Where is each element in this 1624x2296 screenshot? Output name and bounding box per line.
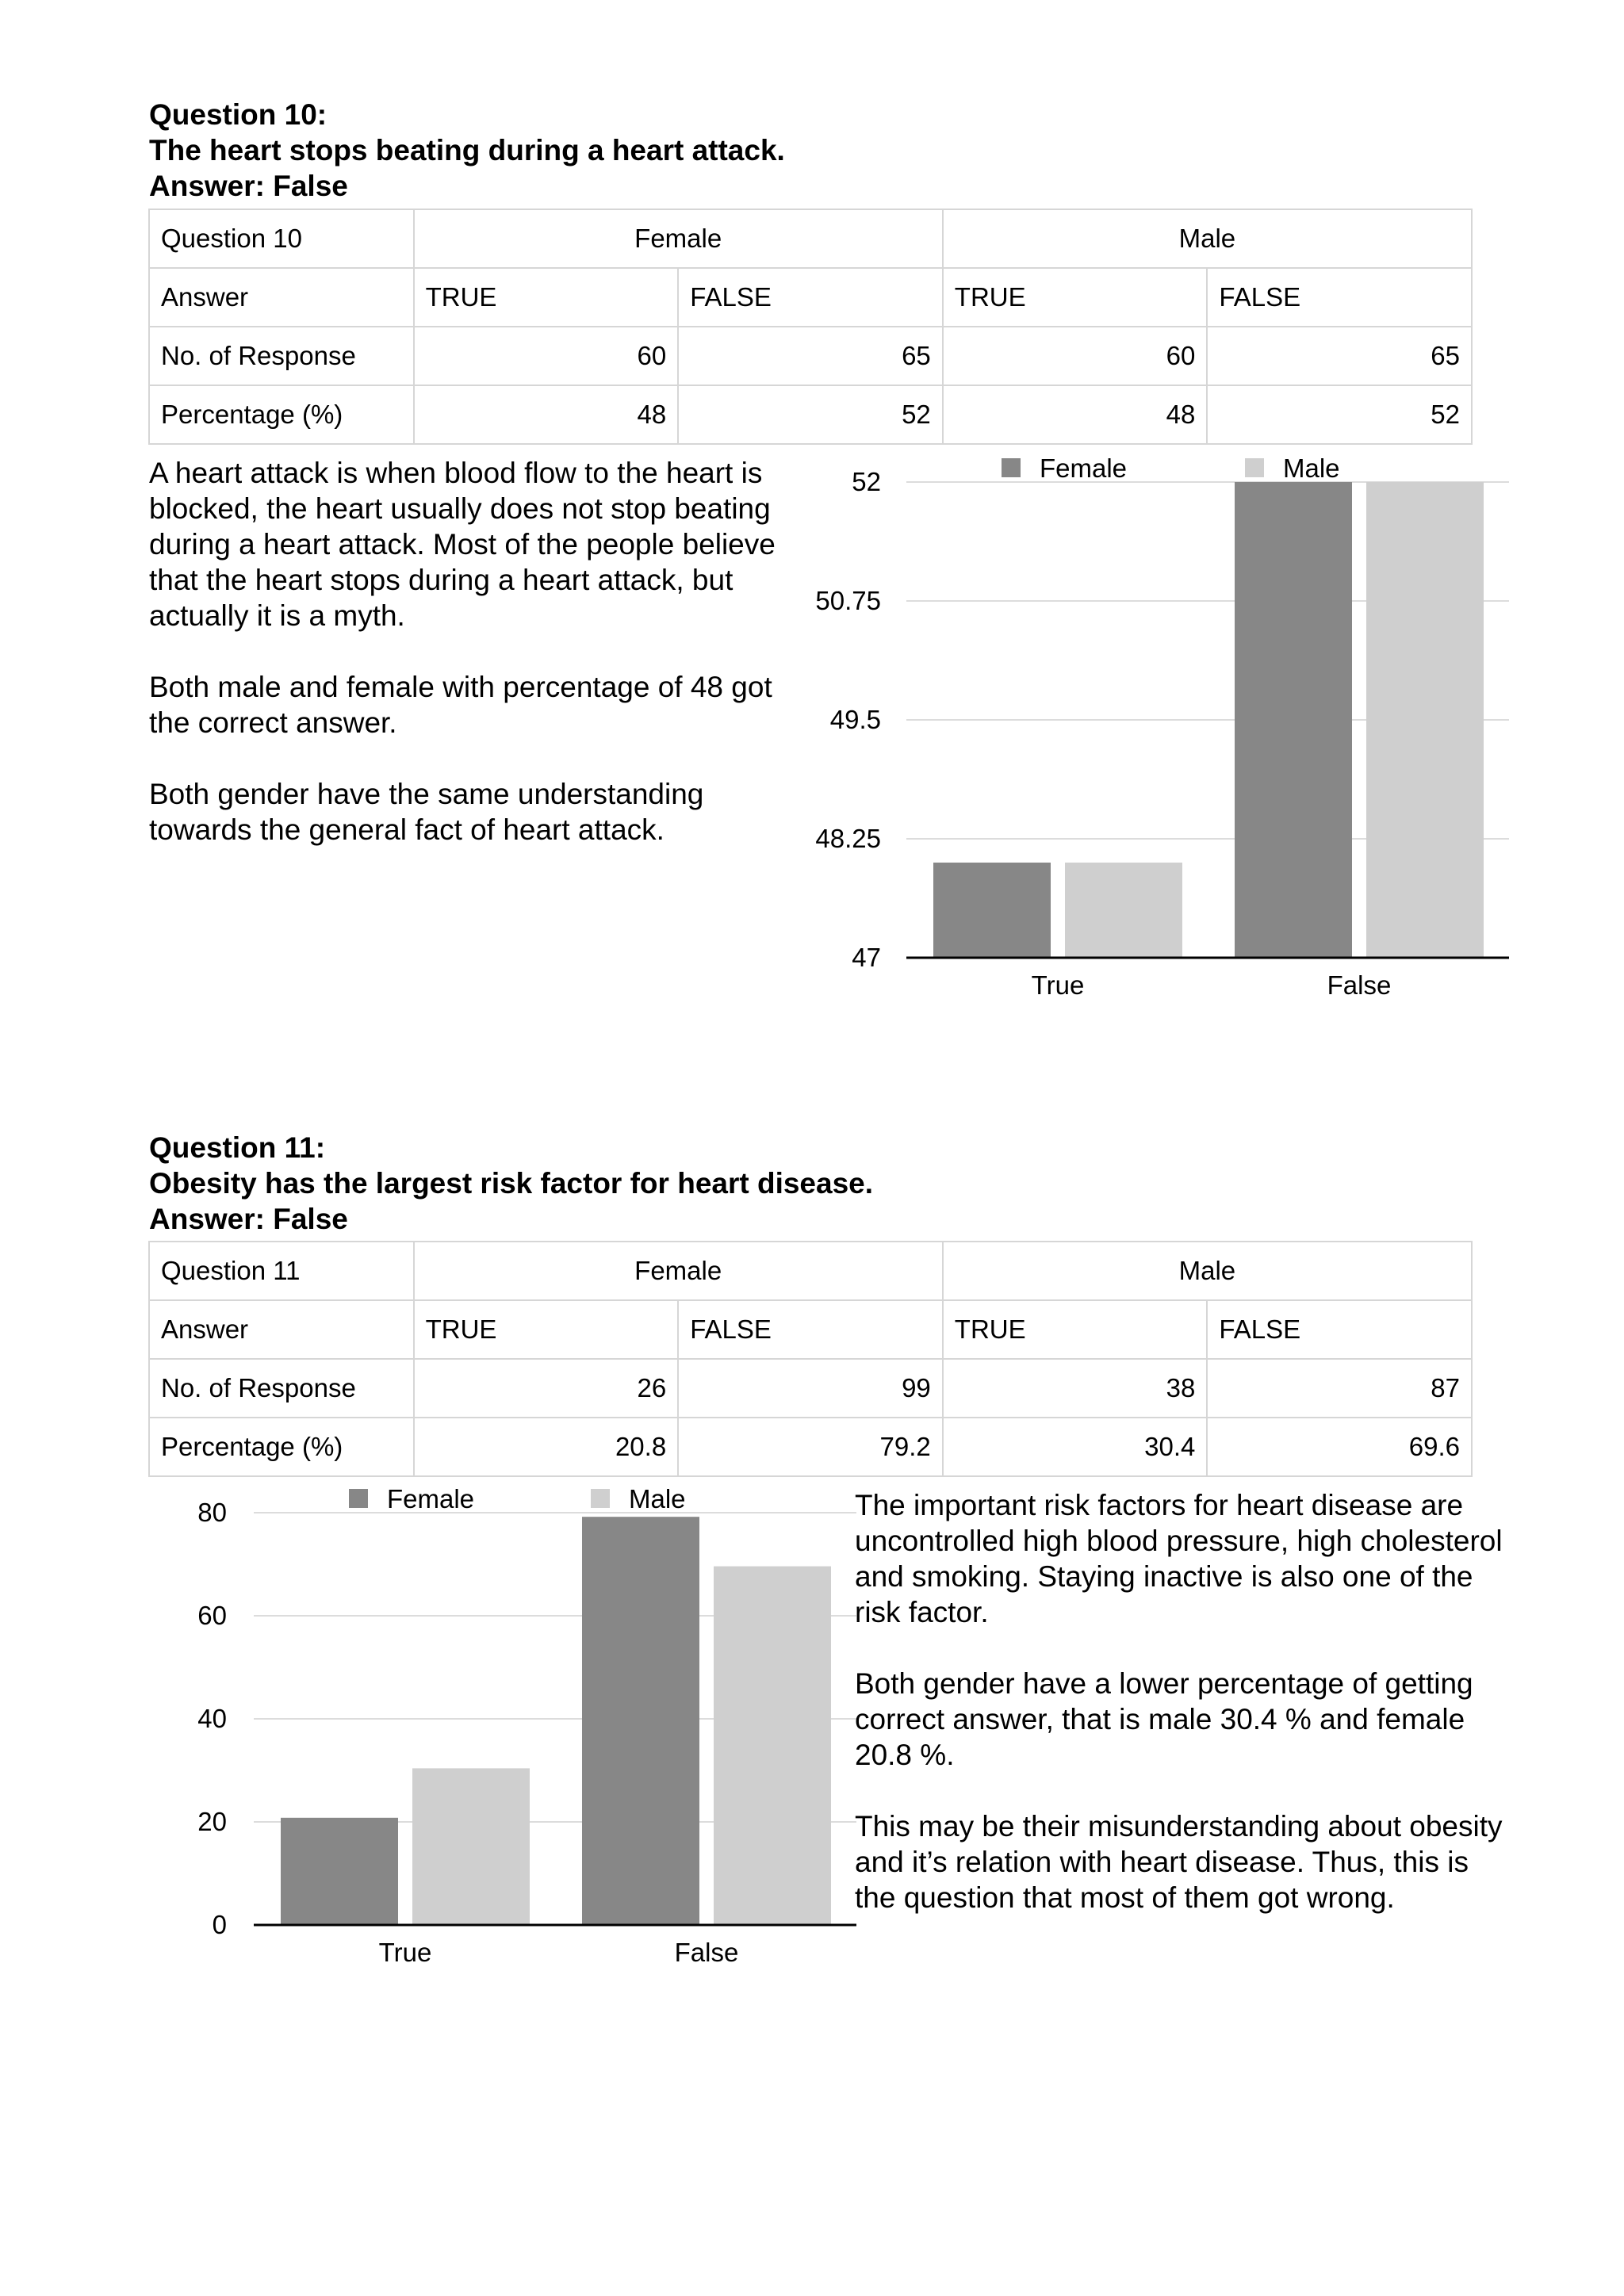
- y-tick-label: 40: [197, 1704, 227, 1733]
- response-cell: 65: [1206, 326, 1473, 386]
- male-header: Male: [941, 1241, 1473, 1301]
- table-row: Percentage (%) 20.8 79.2 30.4 69.6: [148, 1417, 1473, 1477]
- q11-explanation: The important risk factors for heart dis…: [855, 1487, 1505, 1915]
- female-header: Female: [412, 209, 944, 269]
- responses-label: No. of Response: [148, 1358, 415, 1418]
- x-tick-label: False: [1327, 970, 1392, 1000]
- answer-cell: TRUE: [412, 267, 680, 327]
- legend-swatch-female: [1002, 458, 1021, 477]
- answer-cell: FALSE: [1206, 267, 1473, 327]
- response-cell: 60: [412, 326, 680, 386]
- percentage-cell: 52: [677, 385, 944, 445]
- response-cell: 60: [941, 326, 1208, 386]
- q10-answer: Answer: False: [149, 170, 348, 202]
- table-row: Percentage (%) 48 52 48 52: [148, 385, 1473, 445]
- answer-label: Answer: [148, 1299, 415, 1360]
- y-tick-label: 48.25: [815, 824, 881, 853]
- paragraph: Both male and female with percentage of …: [149, 671, 772, 739]
- percentage-cell: 20.8: [412, 1417, 680, 1477]
- bar-male: [714, 1566, 831, 1925]
- legend-swatch-female: [349, 1489, 368, 1508]
- male-header: Male: [941, 209, 1473, 269]
- percentage-label: Percentage (%): [148, 385, 415, 445]
- bar-female: [582, 1517, 699, 1925]
- paragraph: Both gender have the same understanding …: [149, 778, 704, 846]
- legend-label: Male: [629, 1484, 686, 1513]
- q10-number: Question 10:: [149, 98, 327, 131]
- y-tick-label: 52: [852, 467, 881, 496]
- x-tick-label: True: [1032, 970, 1085, 1000]
- response-cell: 99: [677, 1358, 944, 1418]
- percentage-cell: 79.2: [677, 1417, 944, 1477]
- response-cell: 38: [941, 1358, 1208, 1418]
- bar-male: [412, 1768, 530, 1925]
- percentage-cell: 52: [1206, 385, 1473, 445]
- table-row: Question 10 Female Male: [148, 209, 1473, 269]
- answer-cell: TRUE: [412, 1299, 680, 1360]
- y-tick-label: 60: [197, 1601, 227, 1630]
- q10-heading: Question 10: The heart stops beating dur…: [149, 97, 785, 204]
- percentage-label: Percentage (%): [148, 1417, 415, 1477]
- bar-female: [1235, 482, 1352, 958]
- y-tick-label: 80: [197, 1498, 227, 1527]
- table-row: Answer TRUE FALSE TRUE FALSE: [148, 267, 1473, 327]
- y-tick-label: 50.75: [815, 586, 881, 615]
- paragraph: Both gender have a lower percentage of g…: [855, 1667, 1473, 1771]
- table-row: No. of Response 26 99 38 87: [148, 1358, 1473, 1418]
- q11-bar-chart: 0 20 40 60 80 True False Female Male: [197, 1484, 856, 1967]
- q11-table: Question 11 Female Male Answer TRUE FALS…: [148, 1241, 1473, 1477]
- answer-cell: FALSE: [677, 1299, 944, 1360]
- response-cell: 65: [677, 326, 944, 386]
- q11-number: Question 11:: [149, 1131, 326, 1164]
- table-row: No. of Response 60 65 60 65: [148, 326, 1473, 386]
- bar-male: [1366, 482, 1484, 958]
- table-row: Question 11 Female Male: [148, 1241, 1473, 1301]
- table-corner-cell: Question 10: [148, 209, 415, 269]
- x-tick-label: True: [379, 1938, 432, 1967]
- q11-statement: Obesity has the largest risk factor for …: [149, 1167, 874, 1200]
- y-tick-label: 47: [852, 943, 881, 972]
- y-tick-label: 0: [213, 1910, 227, 1939]
- answer-cell: TRUE: [941, 267, 1208, 327]
- q11-answer: Answer: False: [149, 1203, 348, 1235]
- legend-swatch-male: [591, 1489, 610, 1508]
- legend-label: Female: [387, 1484, 474, 1513]
- legend-label: Female: [1040, 453, 1127, 483]
- percentage-cell: 48: [941, 385, 1208, 445]
- table-corner-cell: Question 11: [148, 1241, 415, 1301]
- y-tick-label: 49.5: [830, 705, 881, 734]
- y-tick-label: 20: [197, 1807, 227, 1836]
- answer-label: Answer: [148, 267, 415, 327]
- q10-explanation: A heart attack is when blood flow to the…: [149, 455, 807, 848]
- q10-table: Question 10 Female Male Answer TRUE FALS…: [148, 209, 1473, 445]
- q10-bar-chart: 47 48.25 49.5 50.75 52 True False Female Male: [815, 453, 1509, 1000]
- bar-female: [281, 1817, 398, 1925]
- answer-cell: FALSE: [1206, 1299, 1473, 1360]
- response-cell: 87: [1206, 1358, 1473, 1418]
- answer-cell: TRUE: [941, 1299, 1208, 1360]
- paragraph: A heart attack is when blood flow to the…: [149, 457, 776, 632]
- percentage-cell: 69.6: [1206, 1417, 1473, 1477]
- paragraph: The important risk factors for heart dis…: [855, 1489, 1503, 1628]
- q10-statement: The heart stops beating during a heart a…: [149, 134, 785, 166]
- female-header: Female: [412, 1241, 944, 1301]
- legend-swatch-male: [1245, 458, 1264, 477]
- x-tick-label: False: [675, 1938, 739, 1967]
- q11-heading: Question 11: Obesity has the largest ris…: [149, 1130, 873, 1237]
- table-row: Answer TRUE FALSE TRUE FALSE: [148, 1299, 1473, 1360]
- legend-label: Male: [1283, 453, 1340, 483]
- response-cell: 26: [412, 1358, 680, 1418]
- percentage-cell: 48: [412, 385, 680, 445]
- percentage-cell: 30.4: [941, 1417, 1208, 1477]
- responses-label: No. of Response: [148, 326, 415, 386]
- bar-male: [1065, 863, 1182, 958]
- answer-cell: FALSE: [677, 267, 944, 327]
- paragraph: This may be their misunderstanding about…: [855, 1810, 1503, 1914]
- bar-female: [933, 863, 1051, 958]
